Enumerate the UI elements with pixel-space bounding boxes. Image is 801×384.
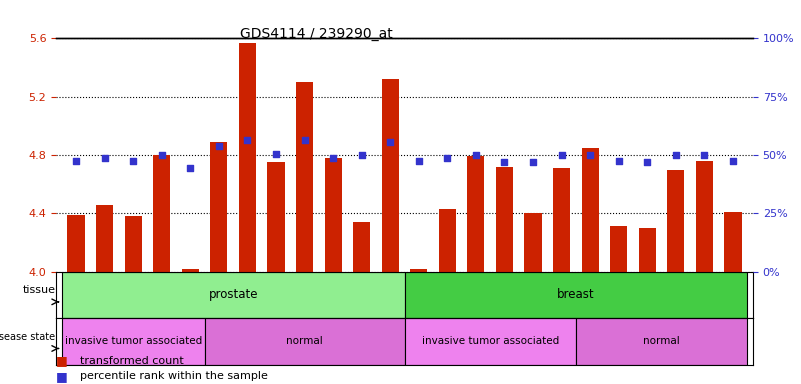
Point: [241, 137, 254, 144]
Text: transformed count: transformed count: [80, 356, 184, 366]
Text: prostate: prostate: [208, 288, 258, 301]
Point: [327, 155, 340, 161]
Bar: [67, 215, 85, 271]
Bar: [182, 269, 199, 271]
Bar: [153, 155, 171, 271]
Text: invasive tumor associated: invasive tumor associated: [421, 336, 559, 346]
Bar: [610, 227, 627, 271]
Bar: [405, 318, 576, 365]
Point: [99, 155, 111, 161]
Text: disease state: disease state: [0, 332, 55, 342]
Point: [526, 159, 539, 166]
Bar: [667, 170, 684, 271]
Text: percentile rank within the sample: percentile rank within the sample: [80, 371, 268, 381]
Text: ■: ■: [56, 354, 68, 367]
Point: [384, 139, 396, 145]
Bar: [62, 271, 405, 318]
Bar: [125, 216, 142, 271]
Text: GDS4114 / 239290_at: GDS4114 / 239290_at: [240, 27, 393, 41]
Point: [413, 158, 425, 164]
Bar: [405, 271, 747, 318]
Bar: [62, 318, 204, 365]
Point: [698, 152, 710, 158]
Point: [298, 137, 311, 144]
Point: [441, 155, 453, 161]
Point: [555, 152, 568, 158]
Bar: [296, 82, 313, 271]
Bar: [439, 209, 456, 271]
Point: [670, 152, 682, 158]
Point: [155, 152, 168, 158]
Bar: [467, 156, 485, 271]
Point: [70, 158, 83, 164]
Bar: [576, 318, 747, 365]
Bar: [496, 167, 513, 271]
Point: [469, 152, 482, 158]
Point: [584, 152, 597, 158]
Bar: [724, 212, 742, 271]
Text: normal: normal: [286, 336, 323, 346]
Point: [356, 152, 368, 158]
Bar: [582, 148, 598, 271]
Bar: [638, 228, 656, 271]
Bar: [381, 79, 399, 271]
Bar: [268, 162, 284, 271]
Point: [498, 159, 511, 166]
Bar: [324, 158, 342, 271]
Point: [184, 165, 197, 171]
Point: [270, 151, 283, 157]
Point: [612, 158, 625, 164]
Bar: [239, 43, 256, 271]
Point: [727, 158, 739, 164]
Bar: [353, 222, 370, 271]
Bar: [553, 168, 570, 271]
Bar: [96, 205, 113, 271]
Point: [641, 159, 654, 166]
Text: ■: ■: [56, 370, 68, 383]
Bar: [410, 269, 428, 271]
Text: tissue: tissue: [22, 285, 55, 295]
Text: breast: breast: [557, 288, 594, 301]
Bar: [696, 161, 713, 271]
Point: [212, 143, 225, 149]
Bar: [211, 142, 227, 271]
Text: normal: normal: [643, 336, 680, 346]
Point: [127, 158, 139, 164]
Bar: [525, 213, 541, 271]
Text: invasive tumor associated: invasive tumor associated: [65, 336, 202, 346]
Bar: [204, 318, 405, 365]
